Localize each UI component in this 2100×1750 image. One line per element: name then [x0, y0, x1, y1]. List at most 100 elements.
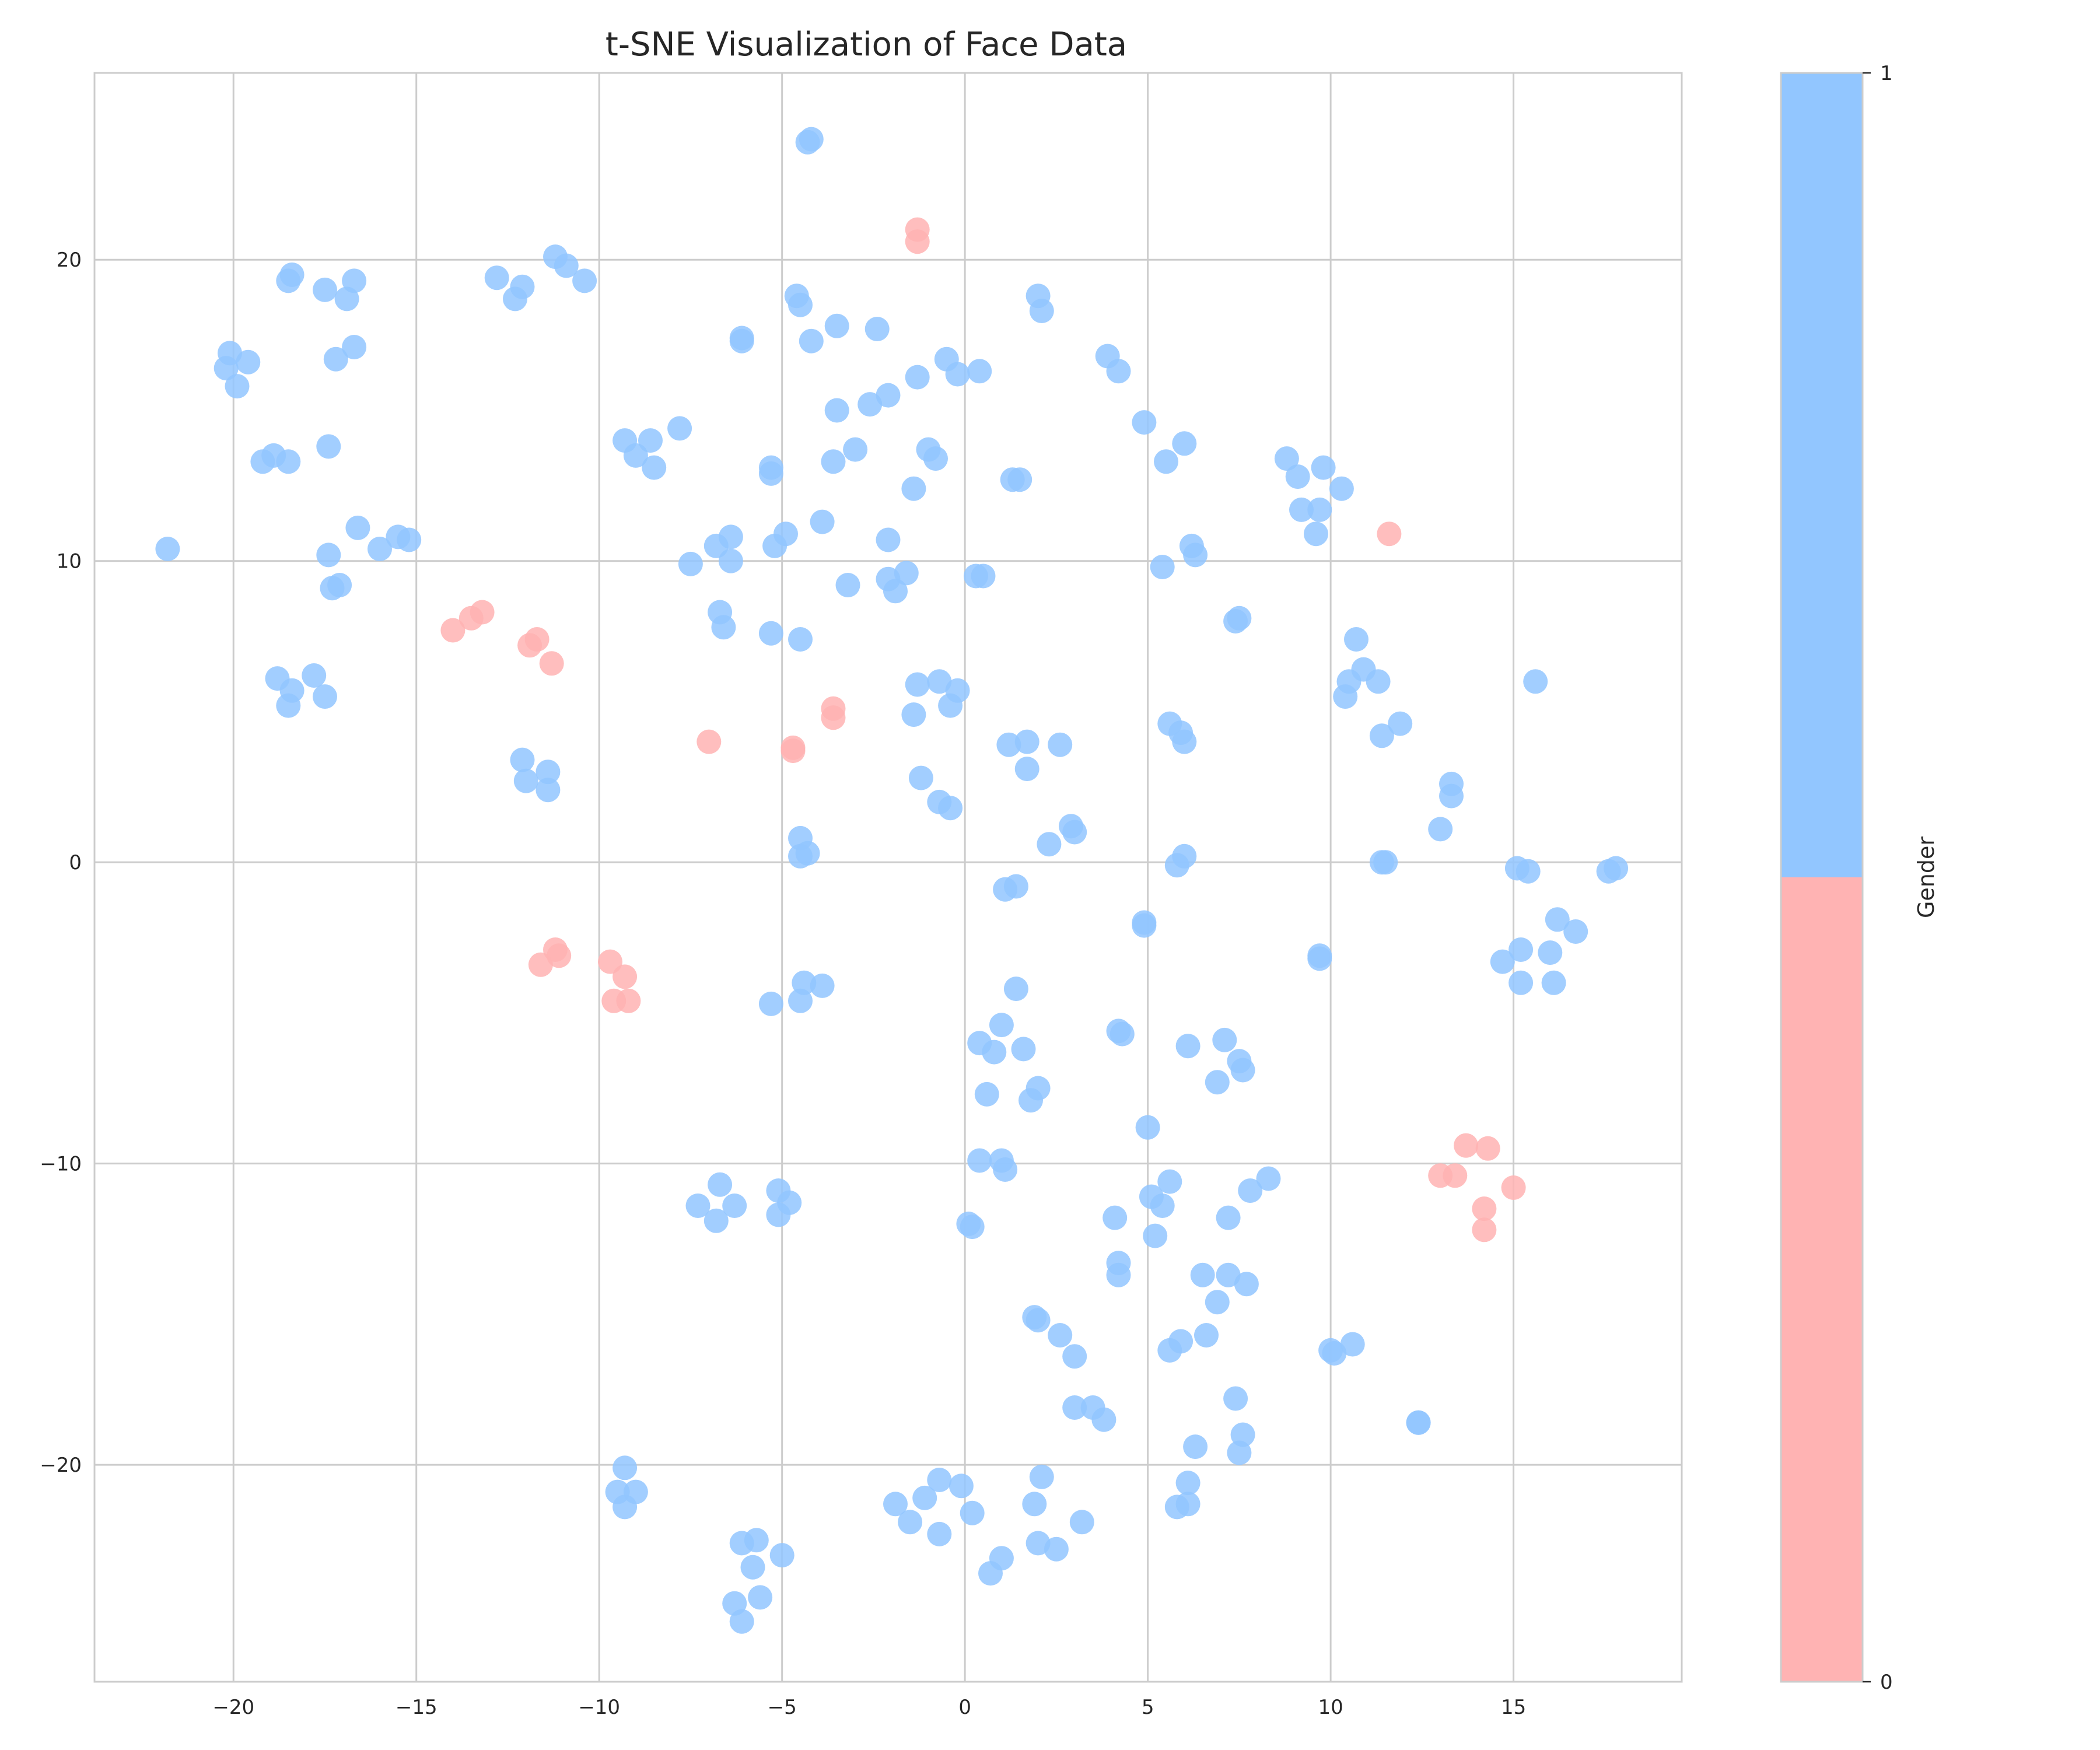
data-point-gender-1 [1069, 1510, 1094, 1535]
data-point-gender-1 [345, 515, 370, 540]
data-point-gender-1 [1216, 1205, 1241, 1230]
data-point-gender-1 [883, 1492, 908, 1517]
data-point-gender-1 [510, 747, 535, 772]
data-point-gender-1 [898, 1510, 923, 1535]
data-point-gender-1 [1062, 1344, 1087, 1369]
data-point-gender-1 [729, 1609, 754, 1634]
data-point-gender-1 [938, 693, 963, 718]
data-point-gender-1 [894, 561, 919, 586]
data-point-gender-1 [313, 684, 337, 709]
data-point-gender-1 [974, 1082, 999, 1107]
x-tick-label: 15 [1501, 1696, 1526, 1719]
data-point-gender-1 [1014, 729, 1040, 754]
y-tick-label: 20 [57, 249, 82, 272]
data-point-gender-1 [279, 262, 304, 287]
data-point-gender-1 [967, 359, 992, 384]
data-point-gender-1 [774, 522, 798, 547]
data-point-gender-1 [1333, 684, 1358, 709]
data-point-gender-1 [748, 1585, 773, 1610]
data-point-gender-1 [799, 127, 824, 152]
data-point-gender-1 [824, 398, 849, 423]
data-point-gender-1 [993, 1157, 1018, 1182]
data-point-gender-0 [547, 943, 572, 968]
data-point-gender-1 [1541, 970, 1566, 995]
data-point-gender-1 [1164, 1494, 1189, 1520]
chart-title: t-SNE Visualization of Face Data [606, 26, 1127, 64]
data-point-gender-1 [1175, 1034, 1200, 1059]
data-point-gender-1 [876, 383, 901, 408]
data-point-gender-1 [908, 765, 933, 790]
data-point-gender-1 [342, 335, 367, 359]
x-tick-label: −15 [396, 1696, 438, 1719]
data-point-gender-1 [1044, 1536, 1069, 1562]
data-point-gender-1 [1175, 1471, 1200, 1496]
data-point-gender-1 [1022, 1492, 1047, 1517]
data-point-gender-1 [810, 973, 835, 998]
data-point-gender-1 [642, 455, 667, 480]
data-point-gender-1 [1227, 606, 1252, 631]
grid [94, 73, 1682, 1682]
data-point-gender-1 [1274, 446, 1299, 471]
data-point-gender-1 [740, 1555, 765, 1580]
data-point-gender-1 [971, 564, 996, 589]
data-point-gender-1 [1205, 1070, 1230, 1095]
colorbar-label: Gender [1913, 836, 1939, 918]
data-point-gender-1 [905, 365, 930, 390]
data-point-gender-1 [729, 1531, 754, 1556]
data-point-gender-1 [901, 476, 926, 501]
data-point-gender-1 [1508, 970, 1534, 995]
data-point-gender-1 [1048, 1323, 1073, 1348]
data-point-gender-1 [1154, 449, 1178, 474]
data-point-gender-0 [616, 988, 641, 1013]
data-point-gender-1 [1143, 1223, 1168, 1248]
data-point-gender-1 [905, 672, 930, 697]
data-point-gender-1 [758, 461, 783, 486]
data-point-gender-1 [667, 416, 692, 441]
data-point-gender-1 [1019, 1088, 1043, 1113]
data-point-gender-1 [718, 524, 743, 550]
x-tick-label: 5 [1142, 1696, 1154, 1719]
data-point-gender-1 [1062, 1395, 1087, 1420]
data-point-gender-1 [316, 434, 341, 459]
data-point-gender-1 [1523, 669, 1548, 694]
data-point-gender-1 [1563, 919, 1588, 944]
data-point-gender-1 [225, 374, 250, 399]
data-point-gender-1 [1150, 555, 1175, 579]
data-point-gender-1 [1428, 817, 1453, 842]
colorbar-frame [1780, 72, 1864, 1683]
data-point-gender-1 [758, 991, 783, 1016]
y-tick-label: 0 [69, 851, 82, 874]
data-point-gender-1 [945, 362, 970, 387]
data-point-gender-1 [938, 796, 963, 821]
y-tick-label: 10 [57, 550, 82, 573]
data-point-gender-1 [788, 292, 813, 317]
data-point-gender-1 [1029, 1464, 1054, 1489]
data-point-gender-1 [276, 693, 301, 718]
data-point-gender-1 [1538, 940, 1563, 965]
data-point-gender-1 [1172, 431, 1197, 456]
data-point-gender-1 [1340, 1332, 1365, 1357]
data-point-gender-1 [704, 1208, 729, 1233]
data-point-gender-1 [342, 268, 367, 293]
data-point-gender-1 [276, 449, 301, 474]
data-point-gender-1 [1014, 757, 1040, 782]
data-point-gender-1 [758, 621, 783, 646]
data-point-gender-1 [1545, 907, 1570, 932]
data-point-gender-1 [1223, 1386, 1248, 1411]
x-tick-label: −5 [768, 1696, 797, 1719]
axis-ticks: −20 −15 −10 −5 0 5 10 15 −20 −10 0 10 20 [40, 249, 1526, 1719]
data-point-gender-1 [1227, 1440, 1252, 1465]
data-point-gender-1 [1102, 1205, 1128, 1230]
data-point-gender-0 [1377, 522, 1402, 547]
data-points [155, 127, 1629, 1634]
data-point-gender-1 [1307, 497, 1332, 522]
data-point-gender-1 [821, 449, 846, 474]
data-point-gender-1 [1285, 464, 1310, 489]
data-point-gender-1 [927, 669, 952, 694]
data-point-gender-1 [1508, 937, 1534, 962]
data-point-gender-1 [718, 548, 743, 573]
data-point-gender-1 [960, 1500, 985, 1525]
data-point-gender-0 [440, 618, 466, 643]
data-point-gender-1 [536, 778, 561, 803]
data-point-gender-1 [1062, 820, 1087, 845]
